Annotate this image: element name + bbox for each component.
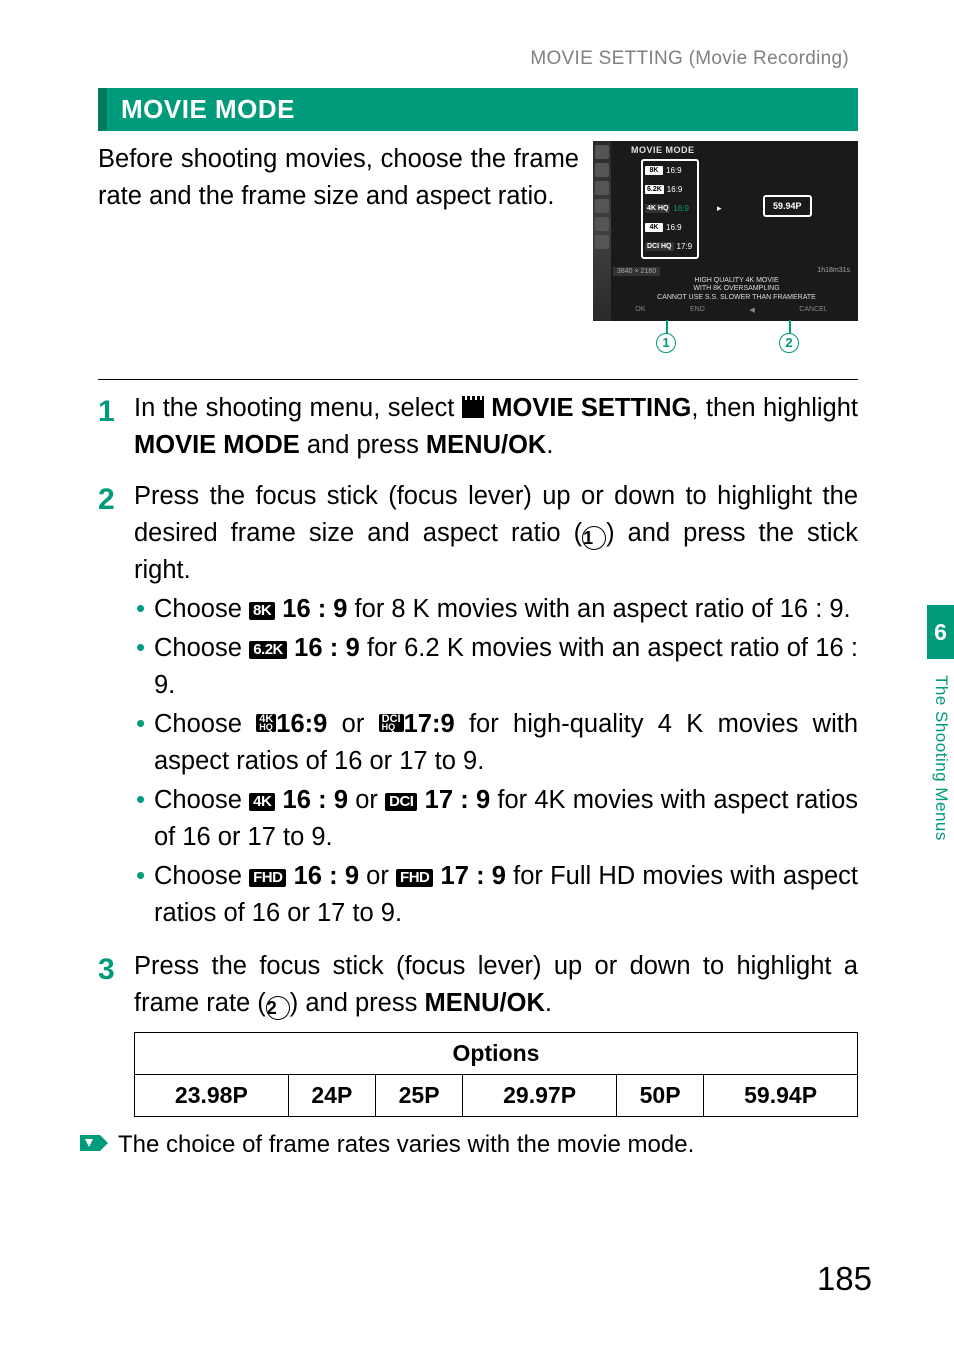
intro-row: Before shooting movies, choose the frame… — [98, 141, 858, 351]
options-table: Options 23.98P 24P 25P 29.97P 50P 59.94P — [134, 1032, 858, 1118]
inline-callout-2: 2 — [266, 996, 290, 1020]
cam-chip: 4K — [645, 223, 663, 232]
cam-chip: 8K — [645, 166, 663, 175]
cam-chip: 4K HQ — [645, 204, 670, 213]
cam-desc: HIGH QUALITY 4K MOVIE WITH 8K OVERSAMPLI… — [623, 277, 850, 302]
table-header: Options — [135, 1032, 858, 1074]
cam-fps: 59.94P — [763, 195, 812, 217]
cam-rec-time: 1h18m31s — [817, 267, 850, 274]
cam-ratio: 17:9 — [677, 242, 693, 251]
text-bold: MENU/OK — [424, 989, 544, 1017]
running-head: MOVIE SETTING (Movie Recording) — [530, 48, 849, 70]
chapter-title-vertical: The Shooting Menus — [931, 675, 951, 841]
bullet-item: Choose 8K 16 : 9 for 8 K movies with an … — [134, 591, 858, 628]
callout-1: 1 — [656, 333, 676, 353]
chip-4k: 4K — [249, 793, 275, 811]
note-row: The choice of frame rates varies with th… — [80, 1131, 858, 1159]
table-cell: 24P — [288, 1074, 375, 1116]
bullet-item: Choose 6.2K 16 : 9 for 6.2 K movies with… — [134, 630, 858, 704]
page-content: MOVIE MODE Before shooting movies, choos… — [98, 88, 858, 1159]
chip-4khq: 4KHQ — [256, 714, 276, 732]
chip-fhd: FHD — [396, 869, 433, 887]
section-title-bar: MOVIE MODE — [98, 88, 858, 131]
movie-icon — [462, 400, 484, 418]
table-cell: 25P — [375, 1074, 462, 1116]
chip-fhd: FHD — [249, 869, 286, 887]
divider — [98, 379, 858, 380]
step-2: 2 Press the focus stick (focus lever) up… — [98, 478, 858, 934]
bullet-item: Choose FHD 16 : 9 or FHD 17 : 9 for Full… — [134, 858, 858, 932]
step-number: 1 — [98, 390, 120, 464]
side-tab: 6 The Shooting Menus — [927, 605, 954, 1085]
text-bold: MENU/OK — [426, 431, 546, 459]
cam-footer: OKEND◀CANCEL — [613, 306, 850, 314]
text: . — [546, 431, 553, 459]
cam-mode-list: 8K16:9 6.2K16:9 4K HQ16:9 4K16:9 DCI HQ1… — [645, 161, 692, 256]
text: , then highlight — [691, 394, 858, 422]
table-cell: 23.98P — [135, 1074, 289, 1116]
bullet-item: Choose 4KHQ16:9 or DCIHQ17:9 for high-qu… — [134, 706, 858, 780]
page-number: 185 — [817, 1260, 872, 1298]
step-number: 2 — [98, 478, 120, 934]
chapter-number: 6 — [927, 605, 954, 659]
text-bold: MOVIE MODE — [134, 431, 300, 459]
step-3: 3 Press the focus stick (focus lever) up… — [98, 948, 858, 1118]
cam-title: MOVIE MODE — [631, 145, 695, 155]
chip-dcihq: DCIHQ — [379, 714, 404, 732]
cam-resolution: 3840 × 2160 — [613, 267, 660, 276]
note-icon — [80, 1131, 108, 1155]
cam-ratio: 16:9 — [673, 204, 689, 213]
table-cell: 29.97P — [463, 1074, 617, 1116]
bullet-item: Choose 4K 16 : 9 or DCI 17 : 9 for 4K mo… — [134, 782, 858, 856]
text: . — [545, 989, 552, 1017]
chip-dci: DCI — [385, 793, 417, 811]
text: In the shooting menu, select — [134, 394, 462, 422]
note-text: The choice of frame rates varies with th… — [118, 1131, 694, 1159]
inline-callout-1: 1 — [582, 526, 606, 550]
camera-lcd-illustration: MOVIE MODE 8K16:9 6.2K16:9 4K HQ16:9 4K1… — [593, 141, 858, 351]
table-cell: 50P — [616, 1074, 703, 1116]
callout-2: 2 — [779, 333, 799, 353]
bullet-list: Choose 8K 16 : 9 for 8 K movies with an … — [134, 591, 858, 932]
cam-ratio: 16:9 — [666, 223, 682, 232]
text-bold: MOVIE SETTING — [484, 394, 692, 422]
chip-8k: 8K — [249, 602, 275, 620]
step-number: 3 — [98, 948, 120, 1118]
intro-text: Before shooting movies, choose the frame… — [98, 141, 579, 215]
cam-chip: DCI HQ — [645, 242, 674, 251]
chip-6k: 6.2K — [249, 641, 287, 659]
text: ) and press — [290, 989, 425, 1017]
text: and press — [300, 431, 426, 459]
step-1: 1 In the shooting menu, select MOVIE SET… — [98, 390, 858, 464]
intro-paragraph: Before shooting movies, choose the frame… — [98, 141, 579, 215]
cam-chip: 6.2K — [645, 185, 664, 194]
cam-ratio: 16:9 — [667, 185, 683, 194]
cam-arrow-icon: ▸ — [717, 203, 722, 214]
table-cell: 59.94P — [704, 1074, 858, 1116]
cam-ratio: 16:9 — [666, 166, 682, 175]
